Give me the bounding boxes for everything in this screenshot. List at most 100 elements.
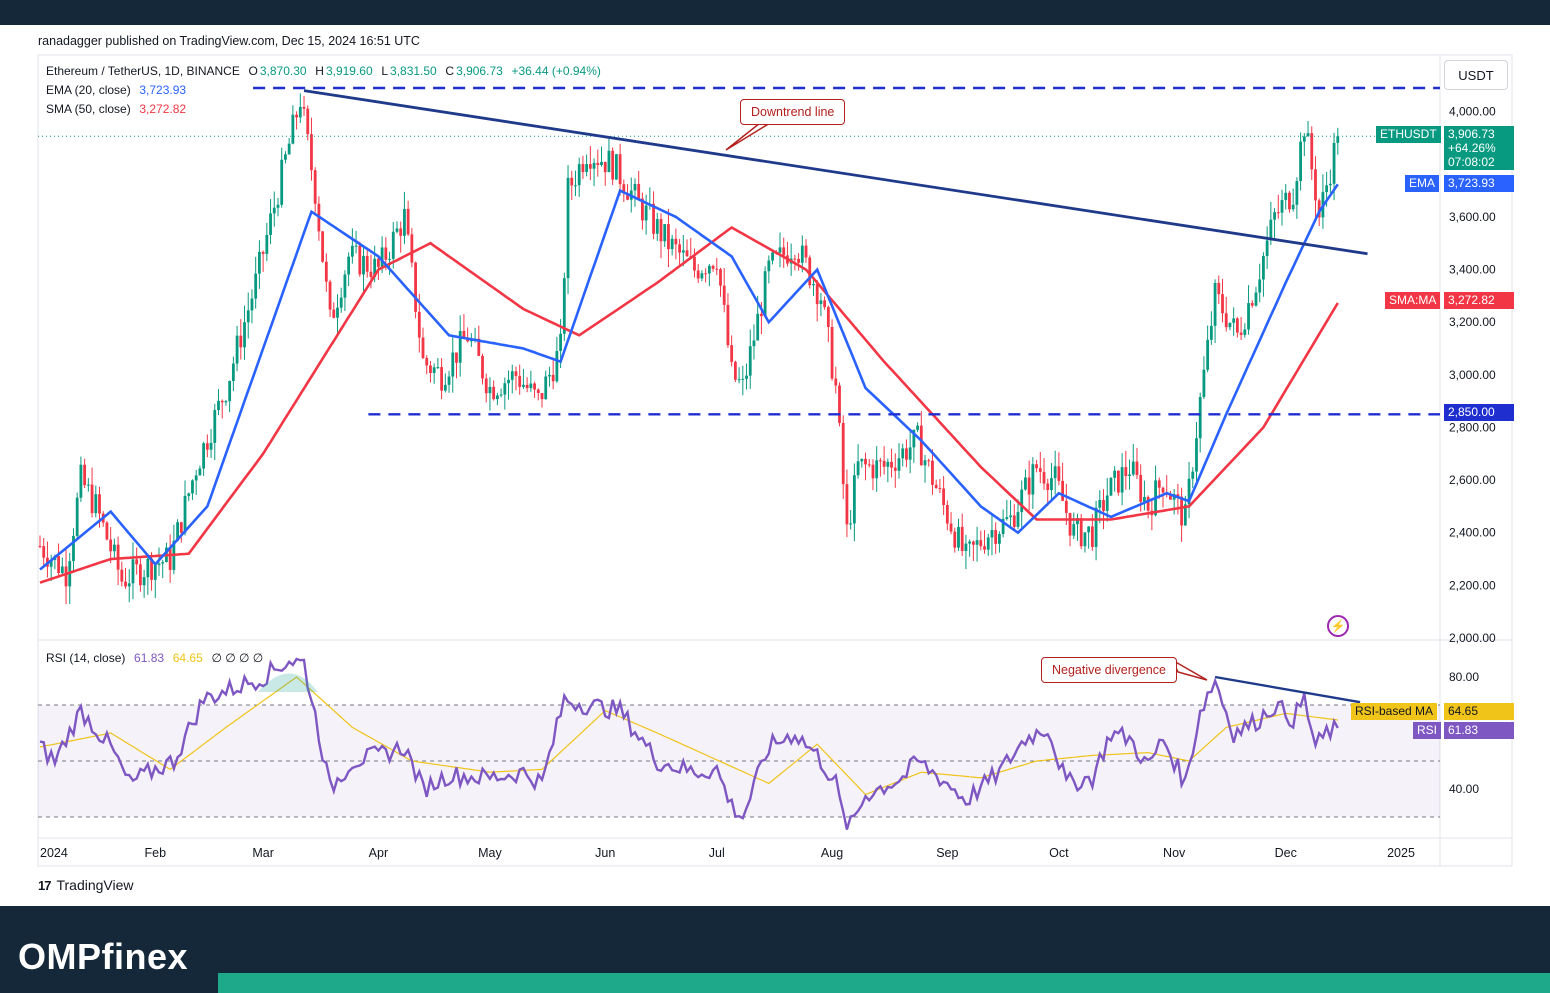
candle-body [499, 394, 503, 396]
candle-body [997, 534, 1001, 544]
candle-body [1061, 480, 1065, 501]
candle-body [719, 269, 722, 286]
candle-body [179, 522, 183, 533]
candle-body [518, 375, 522, 387]
candle-body [845, 484, 849, 525]
candle-body [551, 374, 555, 382]
candle-body [574, 185, 577, 187]
candle-body [529, 383, 533, 389]
candle-body [302, 106, 306, 109]
candle-body [1128, 474, 1131, 477]
time-tick-label: Nov [1163, 846, 1186, 860]
candle-body [957, 526, 960, 548]
candle-body [417, 311, 421, 338]
candle-body [838, 385, 841, 423]
candle-body [938, 487, 942, 489]
candle-body [674, 238, 678, 245]
candle-body [1087, 526, 1091, 533]
candle-body [1295, 181, 1299, 205]
candle-body [243, 322, 246, 348]
candle-body [741, 378, 745, 380]
candle-body [797, 258, 800, 263]
candle-body [176, 522, 179, 541]
sma-legend-label: SMA (50, close) [46, 102, 131, 116]
open-value: 3,870.30 [259, 64, 307, 78]
candle-body [1235, 318, 1239, 333]
candle-body [945, 505, 949, 524]
candle-body [912, 429, 916, 448]
currency-selector[interactable]: USDT [1444, 60, 1508, 90]
candle-body [1120, 467, 1124, 493]
candle-body [655, 219, 659, 234]
candle-body [983, 546, 986, 550]
candle-body [562, 278, 566, 334]
candle-body [737, 379, 741, 381]
candle-body [421, 337, 425, 359]
rsi-line [39, 657, 1339, 830]
price-legend: Ethereum / TetherUS, 1D, BINANCE O 3,870.… [46, 64, 603, 78]
lightning-icon[interactable]: ⚡ [1327, 615, 1349, 637]
ema-tag-value: 3,723.93 [1444, 175, 1514, 192]
candle-body [332, 309, 336, 318]
candle-body [585, 164, 589, 172]
candle-body [1206, 339, 1210, 370]
candle-body [1202, 369, 1206, 398]
candle-body [1146, 496, 1150, 511]
candle-body [98, 494, 101, 514]
time-tick-label: 2024 [40, 846, 68, 860]
candle-body [1109, 477, 1113, 496]
candle-body [596, 162, 600, 165]
sma50-line [39, 225, 1339, 584]
candle-body [1273, 212, 1276, 220]
candle-body [600, 161, 603, 165]
candle-body [1250, 303, 1254, 306]
candle-body [369, 271, 373, 278]
candle-body [581, 164, 585, 172]
candle-body [685, 250, 689, 257]
candle-body [153, 565, 157, 580]
candle-body [220, 400, 224, 403]
candle-body [1325, 185, 1329, 193]
candle-body [1183, 504, 1187, 526]
candle-body [306, 108, 310, 135]
candle-body [841, 422, 845, 485]
time-tick-label: Aug [821, 846, 843, 860]
ompfinex-logo: OMPfinex [18, 936, 189, 977]
candle-body [469, 339, 473, 342]
candle-body [324, 261, 328, 282]
candle-body [559, 333, 563, 351]
candle-body [57, 555, 60, 574]
close-label: C [445, 64, 455, 78]
candle-body [882, 460, 886, 467]
candle-body [1038, 468, 1042, 472]
candle-body [830, 327, 834, 379]
candle-body [1232, 318, 1236, 323]
ema20-line [39, 183, 1339, 571]
candle-body [659, 219, 663, 242]
ethusdt-price: 3,906.73 [1448, 127, 1495, 141]
candle-body [678, 244, 681, 253]
candle-body [548, 374, 551, 377]
candle-body [748, 346, 752, 376]
candle-body [339, 297, 343, 308]
candle-body [231, 363, 235, 382]
candle-body [808, 257, 812, 286]
candle-body [953, 531, 957, 548]
candle-body [960, 526, 964, 552]
candle-body [72, 535, 75, 562]
candle-body [641, 198, 644, 221]
chart-canvas[interactable]: 4,000.003,800.003,600.003,400.003,200.00… [0, 0, 1550, 906]
candle-body [1053, 466, 1057, 479]
candle-body [1180, 496, 1184, 526]
candle-body [228, 381, 232, 402]
candle-body [934, 484, 938, 488]
candle-body [79, 464, 83, 498]
candle-body [142, 577, 146, 586]
candle-body [276, 204, 280, 208]
candle-body [622, 184, 626, 194]
candle-body [871, 464, 875, 479]
candle-body [916, 425, 919, 430]
candle-body [1262, 255, 1265, 280]
rsi-legend-value: 61.83 [134, 651, 165, 665]
candle-body [767, 260, 771, 272]
